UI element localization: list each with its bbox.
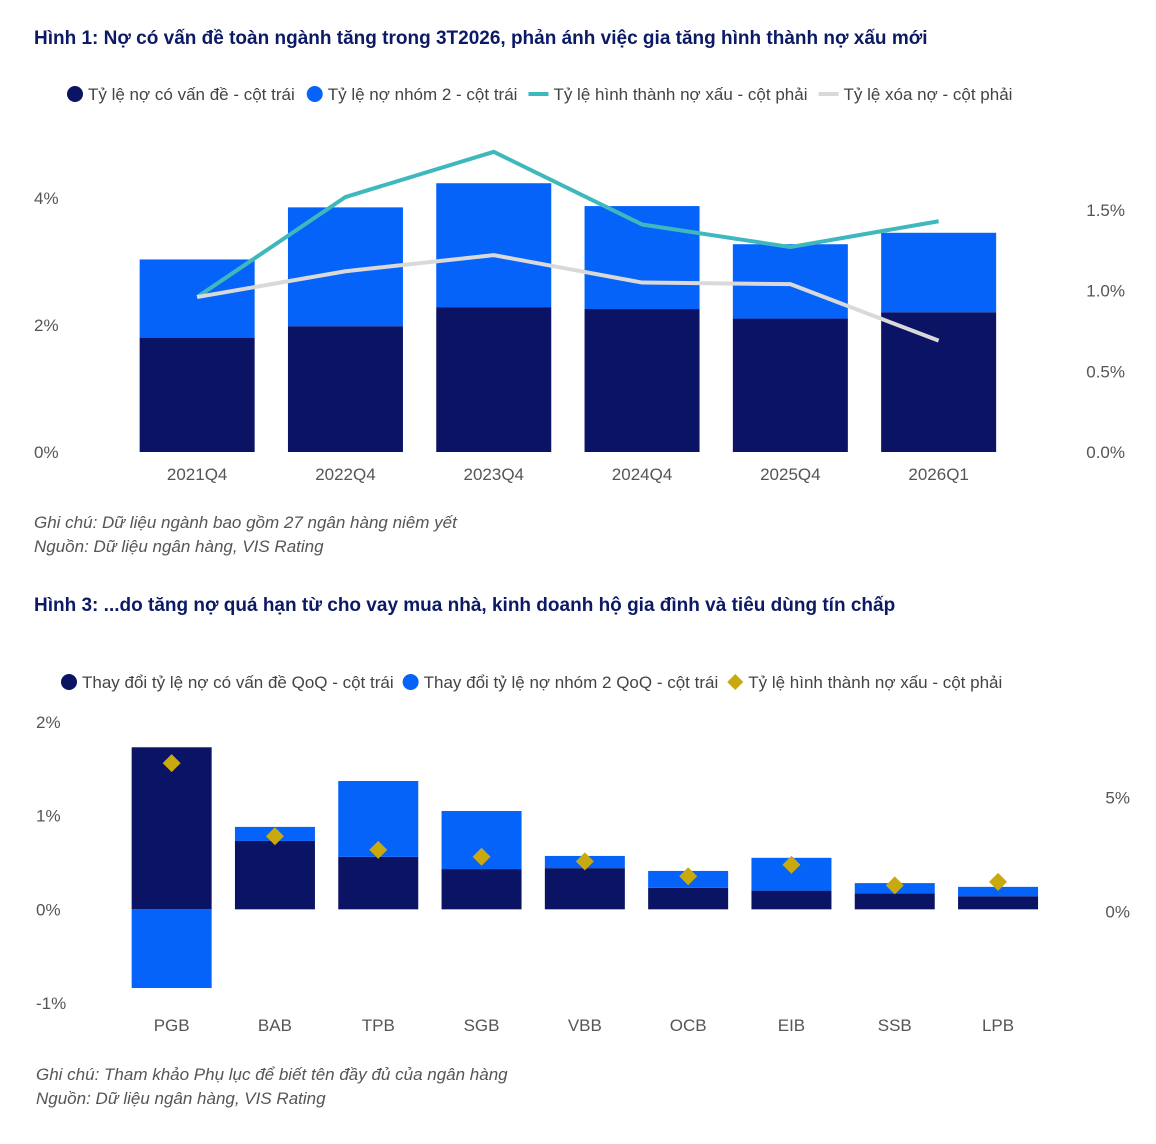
bar-segment bbox=[584, 309, 700, 452]
scatter-point bbox=[369, 840, 388, 859]
legend-label: Tỷ lệ nợ nhóm 2 - cột trái bbox=[328, 85, 518, 104]
x-tick-label: LPB bbox=[982, 1016, 1014, 1035]
y-left-tick-label: -1% bbox=[36, 994, 66, 1013]
legend-label: Tỷ lệ hình thành nợ xấu - cột phải bbox=[748, 673, 1002, 692]
figure2-source: Nguồn: Dữ liệu ngân hàng, VIS Rating bbox=[36, 1089, 326, 1108]
x-tick-label: 2022Q4 bbox=[315, 465, 376, 484]
scatter-point bbox=[472, 847, 491, 866]
x-tick-label: SGB bbox=[464, 1016, 500, 1035]
y-left-tick-label: 0% bbox=[34, 443, 59, 462]
bar-segment bbox=[751, 890, 832, 910]
y-right-tick-label: 1.5% bbox=[1086, 201, 1125, 220]
bar-segment bbox=[544, 868, 625, 910]
bar-segment bbox=[958, 896, 1039, 910]
y-right-tick-label: 1.0% bbox=[1086, 282, 1125, 301]
y-right-tick-label: 0.5% bbox=[1086, 362, 1125, 381]
series-line bbox=[196, 149, 939, 299]
figure1-notes: Ghi chú: Dữ liệu ngành bao gồm 27 ngân h… bbox=[34, 511, 457, 559]
legend-label: Tỷ lệ nợ có vấn đề - cột trái bbox=[88, 85, 295, 104]
x-tick-label: 2024Q4 bbox=[612, 465, 673, 484]
series-line bbox=[196, 253, 940, 343]
x-tick-label: OCB bbox=[670, 1016, 707, 1035]
scatter-point bbox=[782, 855, 801, 874]
legend-label: Tỷ lệ hình thành nợ xấu - cột phải bbox=[553, 85, 807, 104]
figure1-title: Hình 1: Nợ có vấn đề toàn ngành tăng tro… bbox=[34, 28, 928, 49]
y-right-tick-label: 0% bbox=[1105, 903, 1130, 922]
bar-segment bbox=[441, 869, 522, 910]
bar-segment bbox=[854, 893, 935, 910]
legend-label: Thay đổi tỷ lệ nợ nhóm 2 QoQ - cột trái bbox=[424, 673, 719, 692]
x-tick-label: VBB bbox=[568, 1016, 602, 1035]
bar-segment bbox=[131, 909, 212, 989]
bar-segment bbox=[338, 856, 419, 910]
bar-segment bbox=[584, 206, 700, 310]
bar-segment bbox=[648, 887, 729, 910]
figure1-source: Nguồn: Dữ liệu ngân hàng, VIS Rating bbox=[34, 537, 324, 556]
y-left-tick-label: 4% bbox=[34, 189, 59, 208]
figure2-title: Hình 3: ...do tăng nợ quá hạn từ cho vay… bbox=[34, 595, 896, 616]
figure1-note: Ghi chú: Dữ liệu ngành bao gồm 27 ngân h… bbox=[34, 513, 457, 532]
y-left-tick-label: 0% bbox=[36, 900, 61, 919]
legend-label: Tỷ lệ xóa nợ - cột phải bbox=[843, 85, 1012, 104]
y-left-tick-label: 2% bbox=[36, 713, 61, 732]
x-tick-label: 2025Q4 bbox=[760, 465, 821, 484]
bar-segment bbox=[131, 747, 212, 910]
figure2-chart: Thay đổi tỷ lệ nợ có vấn đề QoQ - cột tr… bbox=[36, 673, 1130, 1035]
legend-marker bbox=[67, 86, 83, 102]
bar-segment bbox=[436, 183, 552, 308]
scatter-point bbox=[575, 852, 594, 871]
y-right-tick-label: 0.0% bbox=[1086, 443, 1125, 462]
scatter-point bbox=[265, 827, 284, 846]
legend-label: Thay đổi tỷ lệ nợ có vấn đề QoQ - cột tr… bbox=[82, 673, 394, 692]
x-tick-label: PGB bbox=[154, 1016, 190, 1035]
x-tick-label: SSB bbox=[878, 1016, 912, 1035]
legend-marker bbox=[306, 86, 323, 102]
figure2-note: Ghi chú: Tham khảo Phụ lục để biết tên đ… bbox=[36, 1065, 508, 1084]
x-tick-label: TPB bbox=[362, 1016, 395, 1035]
scatter-point bbox=[885, 876, 904, 895]
bar-segment bbox=[732, 244, 848, 319]
scatter-point bbox=[162, 754, 181, 773]
figure2-notes: Ghi chú: Tham khảo Phụ lục để biết tên đ… bbox=[36, 1063, 508, 1111]
bar-segment bbox=[287, 326, 403, 452]
bar-segment bbox=[139, 337, 255, 452]
x-tick-label: EIB bbox=[778, 1016, 805, 1035]
bar-segment bbox=[881, 312, 997, 452]
bar-segment bbox=[958, 886, 1039, 897]
y-left-tick-label: 2% bbox=[34, 316, 59, 335]
scatter-point bbox=[989, 872, 1008, 891]
x-tick-label: 2021Q4 bbox=[167, 465, 228, 484]
figure1-chart: Tỷ lệ nợ có vấn đề - cột trái Tỷ lệ nợ nh… bbox=[34, 85, 1125, 484]
bar-segment bbox=[881, 232, 997, 313]
bar-segment bbox=[234, 840, 315, 910]
legend-marker bbox=[402, 674, 419, 690]
bar-segment bbox=[732, 318, 848, 452]
x-tick-label: 2026Q1 bbox=[908, 465, 969, 484]
legend-marker bbox=[727, 674, 744, 690]
legend-marker bbox=[61, 674, 77, 690]
y-right-tick-label: 5% bbox=[1105, 788, 1130, 807]
scatter-point bbox=[679, 867, 698, 886]
x-tick-label: 2023Q4 bbox=[464, 465, 525, 484]
bar-segment bbox=[436, 307, 552, 452]
x-tick-label: BAB bbox=[258, 1016, 292, 1035]
y-left-tick-label: 1% bbox=[36, 807, 61, 826]
